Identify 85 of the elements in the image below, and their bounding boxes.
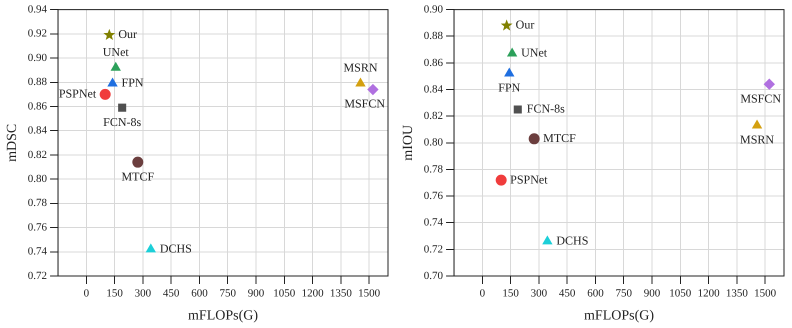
x-tick-label: 750	[219, 287, 236, 300]
y-tick-label: 0.86	[424, 56, 444, 69]
y-tick-label: 0.90	[424, 3, 444, 16]
y-tick-label: 0.78	[424, 163, 444, 176]
x-tick-label: 1350	[330, 287, 352, 300]
x-tick-label: 150	[502, 287, 520, 300]
point	[146, 244, 156, 252]
point	[103, 28, 116, 40]
point	[356, 78, 366, 86]
y-tick-label: 0.70	[424, 270, 444, 282]
point	[514, 105, 522, 114]
point	[100, 88, 111, 100]
x-tick-label: 450	[558, 287, 576, 300]
point	[500, 19, 513, 31]
series-label: PSPNet	[510, 172, 548, 186]
y-tick-label: 0.72	[28, 270, 48, 282]
y-tick-label: 0.74	[28, 246, 48, 258]
x-tick-label: 150	[106, 287, 124, 300]
series-label: MSRN	[740, 132, 774, 147]
x-tick-label: 1050	[669, 287, 692, 300]
series-label: FPN	[498, 80, 521, 95]
point	[504, 68, 514, 77]
point	[496, 174, 507, 186]
y-tick-label: 0.80	[424, 136, 444, 149]
series-label: MTCF	[543, 130, 576, 145]
y-tick-label: 0.76	[28, 221, 48, 234]
x-tick-label: 300	[530, 287, 548, 300]
y-tick-label: 0.92	[28, 28, 48, 40]
series-label: MSFCN	[344, 96, 386, 111]
y-tick-label: 0.82	[424, 110, 444, 122]
x-tick-label: 1500	[754, 287, 777, 300]
point	[764, 78, 775, 90]
y-axis-title: mIOU	[401, 124, 416, 161]
point	[132, 156, 144, 168]
point	[108, 78, 118, 86]
y-tick-label: 0.90	[28, 52, 48, 64]
x-tick-label: 1500	[358, 287, 381, 300]
x-tick-label: 750	[615, 287, 632, 300]
y-tick-label: 0.76	[424, 190, 444, 202]
series-label: MTCF	[121, 169, 154, 184]
x-tick-label: 300	[134, 287, 152, 300]
point	[542, 236, 552, 244]
series-label: DCHS	[556, 234, 588, 248]
point	[528, 133, 540, 144]
y-tick-label: 0.84	[28, 124, 48, 137]
x-axis-title: mFLOPs(G)	[584, 308, 654, 324]
x-tick-label: 450	[162, 287, 180, 300]
series-label: MSFCN	[740, 91, 782, 106]
x-tick-label: 0	[84, 287, 90, 300]
point	[110, 62, 121, 71]
series-label: Our	[118, 27, 138, 42]
y-tick-label: 0.74	[424, 216, 444, 229]
point	[367, 84, 378, 96]
series-label: MSRN	[343, 60, 378, 75]
x-tick-label: 1350	[726, 287, 748, 300]
y-tick-label: 0.72	[424, 243, 444, 256]
series-label: DCHS	[160, 242, 192, 256]
series-label: FCN-8s	[526, 102, 566, 116]
y-tick-label: 0.84	[424, 83, 444, 96]
x-tick-label: 600	[587, 287, 604, 300]
y-tick-label: 0.78	[28, 197, 48, 210]
x-axis-title: mFLOPs(G)	[188, 308, 258, 324]
series-label: PSPNet	[58, 86, 97, 101]
point	[507, 48, 517, 57]
y-tick-label: 0.88	[28, 76, 48, 88]
x-tick-label: 0	[480, 287, 486, 300]
y-tick-label: 0.86	[28, 100, 48, 112]
y-tick-label: 0.88	[424, 30, 444, 42]
series-label: UNet	[521, 46, 548, 60]
series-label: FPN	[122, 76, 144, 90]
x-tick-label: 900	[644, 287, 661, 300]
x-tick-label: 1200	[698, 287, 720, 300]
series-label: Our	[516, 18, 534, 32]
x-tick-label: 1050	[273, 287, 296, 300]
y-tick-label: 0.94	[28, 3, 48, 16]
series-label: UNet	[102, 44, 130, 59]
y-tick-label: 0.82	[28, 148, 48, 161]
y-tick-label: 0.80	[28, 173, 48, 186]
series-label: FCN-8s	[103, 114, 142, 129]
point	[118, 104, 126, 112]
x-tick-label: 600	[191, 287, 208, 300]
x-tick-label: 900	[248, 287, 265, 300]
y-axis-title: mDSC	[5, 124, 20, 162]
point	[752, 120, 762, 128]
x-tick-label: 1200	[302, 287, 324, 300]
